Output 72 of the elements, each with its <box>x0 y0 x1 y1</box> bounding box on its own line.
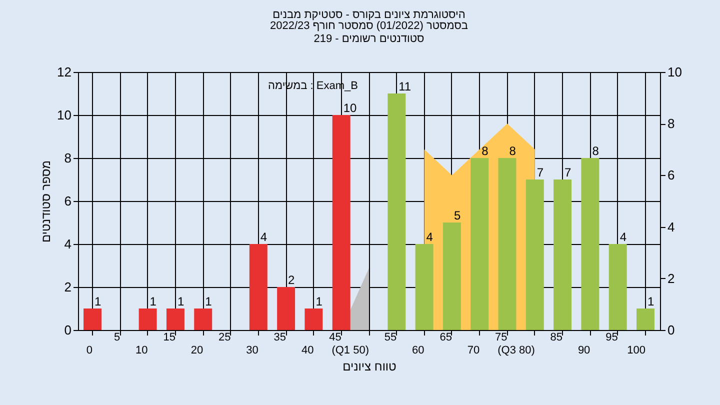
y-tick-label: 10 <box>57 108 72 122</box>
bar <box>194 308 212 330</box>
data-label: 8 <box>509 144 516 158</box>
bar <box>608 244 627 330</box>
y2-tick-label: 4 <box>668 219 675 234</box>
data-label: 1 <box>316 294 323 308</box>
bar <box>277 287 296 330</box>
bar <box>415 244 434 330</box>
x-tick-label: 95 <box>606 332 618 344</box>
x-tick-label: 65 <box>440 332 452 344</box>
chart-subtitle: בסמסטר (01/2022) סמסטר חורף 2022/23 סטודנטים רשומים - 219 <box>270 20 468 45</box>
bar <box>498 158 516 330</box>
y2-tick-label: 6 <box>668 168 675 183</box>
x-tick-label: 40 <box>301 344 314 356</box>
data-label: 1 <box>94 294 102 308</box>
x-tick-label: 55 <box>384 332 397 344</box>
data-label: 7 <box>536 166 544 180</box>
data-label: 1 <box>150 294 157 308</box>
x-tick-label: 60 <box>412 344 424 356</box>
bar <box>166 308 184 330</box>
x-axis-title: טווח ציונים <box>342 360 397 374</box>
bar <box>304 308 323 330</box>
y-tick-label: 2 <box>64 280 72 294</box>
y-axis-title: מספר סטודנטים <box>39 160 54 243</box>
x-tick-label: 70 <box>467 344 480 356</box>
bar <box>554 180 572 330</box>
data-label: 8 <box>592 144 600 158</box>
x-tick-label: 85 <box>550 332 563 344</box>
x-tick-label: 15 <box>163 332 176 344</box>
data-label: 4 <box>426 230 434 244</box>
bar <box>442 222 461 330</box>
data-label: 5 <box>454 208 461 222</box>
y-tick-label: 6 <box>64 194 72 208</box>
bar <box>470 158 489 330</box>
y2-tick-label: 10 <box>668 64 682 80</box>
bar <box>526 180 544 330</box>
bar <box>388 94 406 330</box>
y2-tick-label: 8 <box>668 116 675 132</box>
bar <box>332 115 350 330</box>
chart-title: היסטוגרמת ציונים בקורס - סטטיקת מבנים <box>272 9 466 21</box>
x-tick-label: (Q1 50) <box>332 344 369 356</box>
bar <box>138 308 157 330</box>
y-tick-label: 4 <box>64 236 72 252</box>
y-tick-label: 12 <box>57 64 72 80</box>
data-label: 2 <box>288 273 296 287</box>
x-tick-label: 30 <box>246 344 258 356</box>
x-tick-label: 0 <box>86 344 93 356</box>
bar <box>636 308 654 330</box>
x-tick-label: 75 <box>494 332 508 344</box>
data-label: 1 <box>205 294 212 308</box>
x-tick-label: 90 <box>578 344 590 356</box>
x-tick-label: 25 <box>218 332 231 344</box>
x-tick-label: 35 <box>274 332 286 344</box>
data-label: 8 <box>482 144 489 158</box>
data-label: 10 <box>343 101 358 115</box>
x-tick-label: 45 <box>329 332 342 344</box>
data-label: 11 <box>398 80 412 94</box>
data-label: 1 <box>647 294 654 308</box>
x-tick-label: 100 <box>627 344 646 356</box>
bar <box>581 158 600 330</box>
data-label: 7 <box>564 166 572 180</box>
x-tick-label: 5 <box>114 332 120 344</box>
data-label: 4 <box>620 230 627 244</box>
y2-tick-label: 2 <box>668 270 675 286</box>
x-tick-label: 10 <box>136 344 148 356</box>
data-label: 1 <box>177 294 184 308</box>
x-tick-label: 20 <box>190 344 204 356</box>
bar <box>84 308 102 330</box>
x-tick-label: (Q3 80) <box>498 344 535 356</box>
bar <box>249 244 268 330</box>
data-label: 4 <box>260 230 268 244</box>
y-tick-label: 8 <box>64 150 72 166</box>
